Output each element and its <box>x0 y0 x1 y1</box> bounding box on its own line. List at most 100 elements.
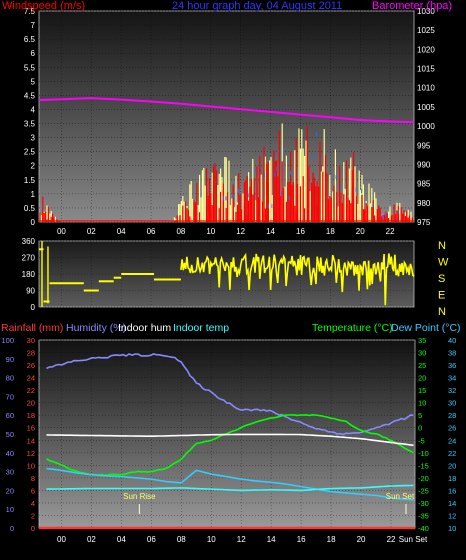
rain-tick-label: 10 <box>27 461 35 470</box>
barometer-tick-label: 1025 <box>417 26 435 35</box>
dewpoint-tick-label: 40 <box>448 336 456 345</box>
humidity-tick-label: 90 <box>6 355 14 364</box>
rain-tick-label: 14 <box>27 436 35 445</box>
direction-tick-label: 180 <box>22 270 36 279</box>
sun-set-axis-label: Sun Set <box>399 535 428 544</box>
wind-tick-label: 7 <box>31 21 36 30</box>
indoor-hum-line <box>46 433 414 447</box>
humidity-tick-label: 10 <box>6 505 14 514</box>
compass-label: N <box>438 240 446 252</box>
windspeed-axis-label: Windspeed (m/s) <box>2 0 85 12</box>
barometer-tick-label: 1015 <box>417 65 435 74</box>
temperature-tick-label: -25 <box>418 486 429 495</box>
time-tick-label: 06 <box>147 227 156 236</box>
time-tick-label: 02 <box>87 535 96 544</box>
rainfall-axis-label: Rainfall (mm) <box>1 322 63 334</box>
rain-tick-label: 20 <box>27 399 35 408</box>
dewpoint-tick-label: 36 <box>448 361 456 370</box>
dewpoint-tick-label: 12 <box>448 511 456 520</box>
dewpoint-tick-label: 10 <box>448 524 456 533</box>
humidity-tick-label: 20 <box>6 486 14 495</box>
time-tick-label: 22 <box>387 535 396 544</box>
humidity-line <box>46 353 414 436</box>
sun-set-label: Sun Set <box>386 492 415 501</box>
time-tick-label: 12 <box>236 227 245 236</box>
rain-tick-label: 6 <box>31 486 35 495</box>
time-tick-label: 04 <box>117 535 126 544</box>
temperature-tick-label: 10 <box>418 399 426 408</box>
temperature-tick-label: -5 <box>418 436 425 445</box>
sun-rise-label: Sun Rise <box>123 492 156 501</box>
indoor-temp-line <box>46 484 414 492</box>
humidity-tick-label: 30 <box>6 468 14 477</box>
direction-tick-label: 90 <box>26 287 35 296</box>
wind-tick-label: 4 <box>31 105 36 114</box>
barometer-line <box>38 97 415 124</box>
chart-title: 24 hour graph day, 04 August 2011 <box>172 0 342 12</box>
dewpoint-tick-label: 20 <box>448 461 456 470</box>
dewpoint-tick-label: 24 <box>448 436 456 445</box>
wind-barometer-chart: 0 0.5 1 1.5 2 2.5 3 3.5 4 4.5 5 5.5 6 6.5 7 7.5 975 980 9… <box>2 0 452 236</box>
dewpoint-tick-label: 22 <box>448 449 456 458</box>
compass-label: E <box>438 290 445 302</box>
temperature-tick-label: -30 <box>418 499 429 508</box>
rain-tick-label: 12 <box>27 449 35 458</box>
dewpoint-tick-label: 28 <box>448 411 456 420</box>
time-tick-label: 20 <box>356 227 365 236</box>
compass-label: N <box>438 306 446 318</box>
barometer-tick-label: 980 <box>417 199 431 208</box>
time-tick-label: 06 <box>147 535 156 544</box>
wind-tick-label: 3.5 <box>24 120 36 129</box>
temperature-tick-label: -20 <box>418 474 429 483</box>
temperature-line <box>46 413 414 477</box>
wind-tick-label: 5.5 <box>24 63 36 72</box>
dew-point-axis-label: Dew Point (°C) <box>391 322 461 334</box>
direction-tick-label: 270 <box>22 254 36 263</box>
time-tick-label: 12 <box>237 535 246 544</box>
humidity-tick-label: 100 <box>1 336 14 345</box>
wind-tick-label: 6.5 <box>24 35 36 44</box>
temperature-humidity-chart: Rainfall (mm) Humidity (%) Indoor hum In… <box>1 322 461 544</box>
wind-tick-label: 1 <box>31 190 36 199</box>
rain-tick-label: 24 <box>27 374 35 383</box>
barometer-tick-label: 975 <box>417 218 431 227</box>
barometer-tick-label: 1030 <box>417 7 435 16</box>
wind-tick-label: 2.5 <box>24 148 36 157</box>
wind-tick-label: 6 <box>31 49 36 58</box>
dewpoint-tick-label: 30 <box>448 399 456 408</box>
time-tick-label: 20 <box>357 535 366 544</box>
humidity-tick-label: 0 <box>10 524 14 533</box>
time-tick-label: 16 <box>297 535 306 544</box>
temperature-tick-label: -15 <box>418 461 429 470</box>
wind-tick-label: 7.5 <box>24 7 36 16</box>
barometer-tick-label: 1010 <box>417 84 435 93</box>
rain-tick-label: 2 <box>31 511 35 520</box>
indoor-temp-label: Indoor temp <box>173 322 229 334</box>
time-tick-label: 14 <box>266 227 275 236</box>
temperature-axis-label: Temperature (°C) <box>312 322 393 334</box>
time-tick-label: 08 <box>177 535 186 544</box>
wind-tick-label: 4.5 <box>24 91 36 100</box>
dewpoint-tick-label: 16 <box>448 486 456 495</box>
wind-tick-label: 2 <box>31 162 36 171</box>
time-tick-label: 00 <box>57 227 66 236</box>
time-tick-label: 14 <box>267 535 276 544</box>
humidity-tick-label: 80 <box>6 374 14 383</box>
wind-tick-label: 5 <box>31 77 36 86</box>
temperature-tick-label: 30 <box>418 349 426 358</box>
barometer-tick-label: 990 <box>417 160 431 169</box>
wind-tick-label: 1.5 <box>24 176 36 185</box>
dewpoint-tick-label: 26 <box>448 424 456 433</box>
rain-tick-label: 28 <box>27 349 35 358</box>
temperature-tick-label: 5 <box>418 411 422 420</box>
compass-label: S <box>438 273 445 285</box>
temperature-tick-label: -10 <box>418 449 429 458</box>
rain-tick-label: 30 <box>27 336 35 345</box>
rain-tick-label: 4 <box>31 499 35 508</box>
barometer-tick-label: 1005 <box>417 103 435 112</box>
temperature-tick-label: 15 <box>418 386 426 395</box>
barometer-tick-label: 985 <box>417 180 431 189</box>
humidity-axis-label: Humidity (%) <box>66 322 126 334</box>
time-tick-label: 10 <box>206 227 215 236</box>
